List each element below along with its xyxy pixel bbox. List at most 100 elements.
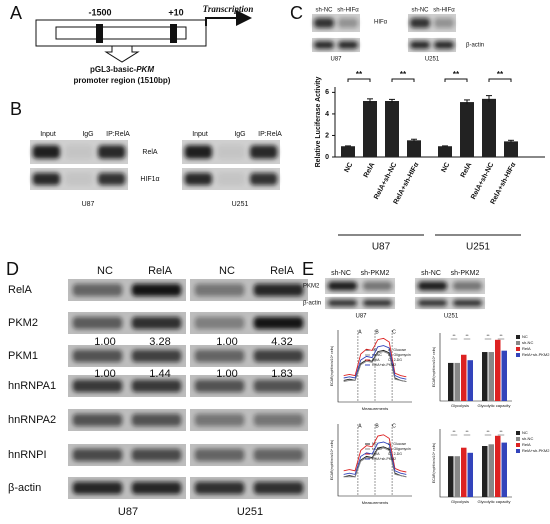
legend-swatch [516,335,520,339]
blot-band [65,145,93,159]
bar [467,360,473,401]
label: 2 [325,132,329,139]
blot-band [131,349,182,363]
label: sh-NC [522,436,533,441]
bar [482,446,488,497]
blot-band [337,41,359,49]
legend-swatch [516,431,520,435]
label: 4.32 [271,336,292,348]
label: PKM2 [8,317,38,329]
blot-band [72,316,123,330]
blot-band [337,17,359,29]
label: ** [452,333,456,338]
label: sh-NC [315,8,333,14]
label: ** [356,70,363,79]
axes [439,333,512,402]
blot-band [194,316,245,330]
blot-band [253,316,304,330]
label: Glycolytic capacity [478,499,511,504]
label: 4 [325,111,329,118]
construct: pGL3-basic- [90,65,137,74]
label: sh-HIFα [433,8,455,14]
construct-label: pGL3-basic-PKM [90,65,154,74]
label: U251 [232,201,249,208]
label: U251 [444,314,459,320]
label: NC [372,442,378,446]
label: IgG [234,131,245,138]
blot-band [217,145,245,159]
label: A - Glucose [388,442,406,446]
blot-band [362,299,393,307]
label: Relative Luciferase Activity [315,77,322,168]
label: RelA+sh-PKM2 [522,352,550,357]
label: U87 [82,201,95,208]
blot-band [249,145,278,159]
label: RelA [8,284,33,296]
legend-swatch [516,443,520,447]
label: HIF1α [140,176,159,183]
label: 1.44 [149,368,170,380]
blot-band [452,281,483,291]
label: IP:RelA [106,131,130,138]
legend-swatch [516,353,520,357]
site-block [170,24,177,43]
label: β-actin [466,43,484,49]
label: U87 [330,57,342,63]
site-block [96,24,103,43]
blot-band [32,172,61,186]
bar [385,101,399,157]
sig-bracket [347,78,371,82]
label: Measurements [362,406,388,411]
bar [488,352,494,401]
blot-band [184,145,213,159]
blot-band [131,413,182,427]
label: hnRNPI [8,449,47,461]
axes [439,429,512,498]
blot-band [417,281,448,291]
blot-band [194,379,245,393]
label: sh-NC [331,270,351,277]
label: B - Oligomycin [388,447,411,451]
label: ** [453,70,460,79]
blot-band [194,283,245,297]
bar [454,362,460,401]
label: Glycolysis [451,499,469,504]
bar [495,435,501,497]
label: IP:RelA [258,131,282,138]
label: U87 [118,506,138,518]
label: sh-HIFα [337,8,359,14]
label: sh-NC [421,270,441,277]
blot-band [194,448,245,462]
promoter-diagram [35,10,252,63]
label: RelA [522,442,531,447]
label: RelA [372,452,380,456]
blot-band [409,17,431,29]
blot-band [72,481,123,495]
series-line [343,345,407,380]
label: 3.28 [149,336,170,348]
series-line [343,447,407,478]
label: ECAR(mpH/min/10⁴ cells) [432,347,436,387]
label: RelA+sh-PKM2 [372,457,396,461]
transcription-arrow [205,10,252,26]
series-line [343,434,407,473]
label: 6 [325,89,329,96]
label: IgG [82,131,93,138]
series-line [343,337,407,378]
label: B [10,99,22,119]
blot-band [72,349,123,363]
legend-swatch [516,341,520,345]
label: ** [400,70,407,79]
label: promoter region (1510bp) [74,76,171,85]
label: ** [452,429,456,434]
label: U251 [425,57,440,63]
blot-band [72,413,123,427]
blot-band [131,448,182,462]
label: NC [97,265,113,277]
sig-bracket [444,78,468,82]
insert-arrow [104,45,140,63]
bar [448,456,454,497]
blot-band [253,283,304,297]
label: RelA [372,358,380,362]
